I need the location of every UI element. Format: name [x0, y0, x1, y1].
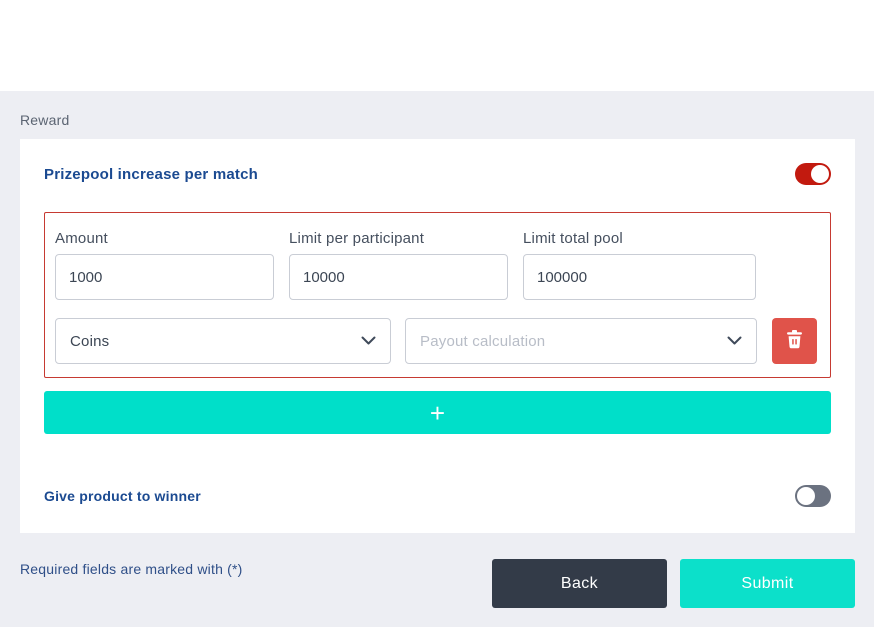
delete-reward-button[interactable] [772, 318, 817, 364]
currency-select[interactable]: Coins [55, 318, 391, 364]
amount-field-group: Amount [55, 230, 274, 300]
payout-calculation-select[interactable]: Payout calculation [405, 318, 757, 364]
required-fields-note: Required fields are marked with (*) [20, 561, 243, 577]
back-button[interactable]: Back [492, 559, 667, 608]
toggle-knob [797, 487, 815, 505]
limit-participant-input[interactable] [289, 254, 508, 300]
footer-row: Required fields are marked with (*) Back… [20, 559, 855, 608]
chevron-down-icon [361, 332, 376, 350]
limit-total-pool-label: Limit total pool [523, 230, 623, 247]
amount-label: Amount [55, 230, 108, 247]
amount-fields-row: Amount Limit per participant Limit total… [55, 230, 820, 300]
prizepool-toggle[interactable] [795, 163, 831, 185]
add-reward-button[interactable]: + [44, 391, 831, 434]
reward-section-label: Reward [20, 112, 70, 128]
give-product-row: Give product to winner [44, 485, 831, 507]
submit-button[interactable]: Submit [680, 559, 855, 608]
reward-card: Prizepool increase per match Amount Limi… [20, 139, 855, 533]
selects-row: Coins Payout calculation [55, 318, 820, 364]
limit-participant-label: Limit per participant [289, 230, 425, 247]
payout-select-placeholder: Payout calculation [420, 332, 546, 350]
footer-buttons: Back Submit [492, 559, 855, 608]
reward-entry-group: Amount Limit per participant Limit total… [44, 212, 831, 378]
amount-input[interactable] [55, 254, 274, 300]
trash-icon [786, 330, 803, 352]
limit-participant-field-group: Limit per participant [289, 230, 508, 300]
limit-total-pool-input[interactable] [523, 254, 756, 300]
limit-total-pool-field-group: Limit total pool [523, 230, 756, 300]
top-whitespace [0, 0, 874, 91]
currency-select-value: Coins [70, 332, 110, 350]
prizepool-header-row: Prizepool increase per match [44, 163, 831, 185]
chevron-down-icon [727, 332, 742, 350]
give-product-label: Give product to winner [44, 488, 201, 504]
form-section: Reward Prizepool increase per match Amou… [0, 91, 874, 627]
prizepool-title: Prizepool increase per match [44, 165, 259, 183]
give-product-toggle[interactable] [795, 485, 831, 507]
toggle-knob [811, 165, 829, 183]
